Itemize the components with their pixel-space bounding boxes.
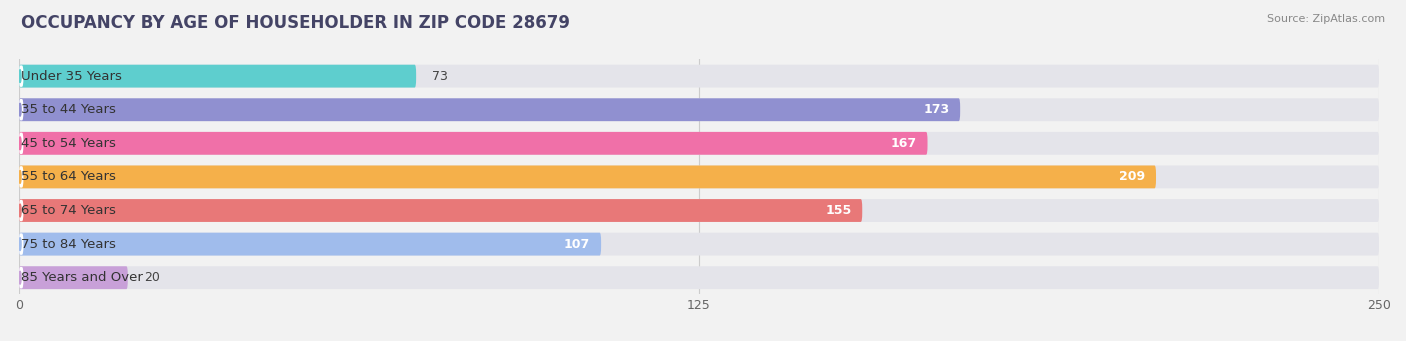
FancyBboxPatch shape (20, 99, 24, 120)
Text: 20: 20 (145, 271, 160, 284)
FancyBboxPatch shape (20, 65, 24, 87)
FancyBboxPatch shape (20, 98, 1379, 121)
FancyBboxPatch shape (20, 233, 24, 255)
FancyBboxPatch shape (20, 266, 1379, 289)
FancyBboxPatch shape (20, 165, 1156, 188)
FancyBboxPatch shape (20, 132, 928, 155)
Text: 155: 155 (825, 204, 852, 217)
FancyBboxPatch shape (20, 166, 24, 188)
FancyBboxPatch shape (20, 199, 862, 222)
Text: 173: 173 (924, 103, 949, 116)
Text: 107: 107 (564, 238, 591, 251)
Text: OCCUPANCY BY AGE OF HOUSEHOLDER IN ZIP CODE 28679: OCCUPANCY BY AGE OF HOUSEHOLDER IN ZIP C… (21, 14, 569, 32)
FancyBboxPatch shape (20, 233, 1379, 255)
Text: 55 to 64 Years: 55 to 64 Years (21, 170, 117, 183)
FancyBboxPatch shape (20, 267, 24, 288)
Circle shape (20, 70, 21, 83)
Text: 45 to 54 Years: 45 to 54 Years (21, 137, 117, 150)
FancyBboxPatch shape (20, 133, 24, 154)
FancyBboxPatch shape (20, 266, 128, 289)
Text: 167: 167 (890, 137, 917, 150)
Text: 35 to 44 Years: 35 to 44 Years (21, 103, 117, 116)
Text: 85 Years and Over: 85 Years and Over (21, 271, 143, 284)
Text: 75 to 84 Years: 75 to 84 Years (21, 238, 117, 251)
Circle shape (20, 204, 21, 217)
FancyBboxPatch shape (20, 165, 1379, 188)
FancyBboxPatch shape (20, 233, 602, 255)
FancyBboxPatch shape (20, 98, 960, 121)
FancyBboxPatch shape (20, 132, 1379, 155)
Text: 209: 209 (1119, 170, 1144, 183)
Text: Under 35 Years: Under 35 Years (21, 70, 122, 83)
FancyBboxPatch shape (20, 199, 1379, 222)
FancyBboxPatch shape (20, 200, 24, 221)
Circle shape (20, 103, 21, 116)
Circle shape (20, 137, 21, 150)
Text: 73: 73 (433, 70, 449, 83)
Text: 65 to 74 Years: 65 to 74 Years (21, 204, 117, 217)
Circle shape (20, 271, 21, 284)
Text: Source: ZipAtlas.com: Source: ZipAtlas.com (1267, 14, 1385, 24)
Circle shape (20, 238, 21, 251)
Circle shape (20, 170, 21, 183)
FancyBboxPatch shape (20, 65, 416, 88)
FancyBboxPatch shape (20, 65, 1379, 88)
